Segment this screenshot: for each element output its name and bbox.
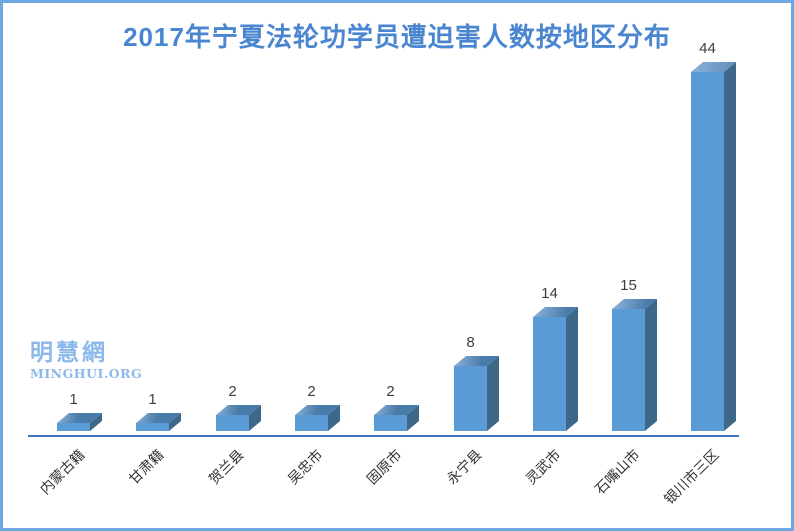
bar-top-face: [374, 405, 419, 415]
bar-side-face: [645, 299, 657, 431]
bar-top-face: [216, 405, 261, 415]
bar-column: [295, 405, 340, 431]
x-axis-label: 吴忠市: [284, 446, 326, 488]
bar-column: [691, 62, 736, 431]
x-axis-label: 灵武市: [522, 446, 564, 488]
bar-top-face: [136, 413, 181, 423]
bar-top-face: [612, 299, 657, 309]
bar-front-face: [216, 415, 249, 431]
x-axis-line: [28, 435, 739, 437]
bar-front-face: [57, 423, 90, 431]
bar-value-label: 2: [307, 383, 316, 400]
bar-front-face: [295, 415, 328, 431]
bar-column: [136, 413, 181, 431]
bar-value-label: 1: [148, 391, 157, 408]
bar-front-face: [454, 366, 487, 431]
bar-front-face: [533, 317, 566, 431]
bar-top-face: [295, 405, 340, 415]
x-axis-label: 石嘴山市: [591, 446, 643, 498]
bar-front-face: [136, 423, 169, 431]
bar-front-face: [374, 415, 407, 431]
x-axis-label: 贺兰县: [205, 446, 247, 488]
x-axis-label: 永宁县: [443, 446, 485, 488]
bar-front-face: [691, 72, 724, 431]
bar-value-label: 14: [541, 285, 558, 302]
chart-title: 2017年宁夏法轮功学员遭迫害人数按地区分布: [123, 22, 671, 52]
x-axis-label: 甘肃籍: [125, 446, 167, 488]
minghui-logo-text: 明慧網: [30, 339, 108, 365]
bar-column: [454, 356, 499, 431]
bar-value-label: 44: [699, 40, 716, 57]
x-axis-label: 固原市: [363, 446, 405, 488]
bar-side-face: [487, 356, 499, 431]
bar-front-face: [612, 309, 645, 431]
bar-top-face: [533, 307, 578, 317]
bar-top-face: [691, 62, 736, 72]
minghui-watermark: 明慧網 MINGHUI.ORG: [30, 339, 143, 382]
bar-value-label: 2: [228, 383, 237, 400]
bar-value-label: 8: [466, 334, 475, 351]
bar-value-label: 15: [620, 277, 637, 294]
bar-value-label: 1: [69, 391, 78, 408]
bar-column: [57, 413, 102, 431]
bar-column: [533, 307, 578, 431]
x-axis-label: 银川市三区: [660, 446, 722, 508]
bar-top-face: [454, 356, 499, 366]
bar-column: [374, 405, 419, 431]
bar-value-label: 2: [386, 383, 395, 400]
bar-top-face: [57, 413, 102, 423]
bar-side-face: [724, 62, 736, 431]
x-axis-label: 内蒙古籍: [36, 446, 88, 498]
bar-column: [216, 405, 261, 431]
minghui-org-text: MINGHUI.ORG: [30, 366, 143, 382]
bar-column: [612, 299, 657, 431]
bar-side-face: [566, 307, 578, 431]
